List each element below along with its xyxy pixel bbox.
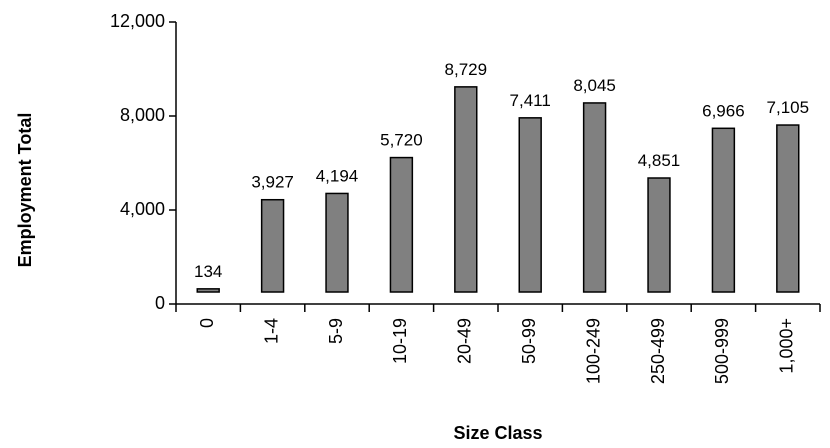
x-tick-label: 250-499 — [648, 318, 668, 384]
x-tick-label: 1-4 — [261, 318, 281, 344]
y-tick-label: 12,000 — [110, 11, 165, 31]
x-tick-label: 50-99 — [519, 318, 539, 364]
y-axis-title: Employment Total — [15, 113, 35, 268]
bar — [711, 127, 736, 293]
data-label: 134 — [194, 262, 222, 281]
x-tick-label: 500-999 — [712, 318, 732, 384]
data-label: 8,045 — [573, 76, 616, 95]
bar — [389, 156, 414, 293]
data-label: 7,105 — [767, 98, 810, 117]
x-tick-label: 5-9 — [326, 318, 346, 344]
bar — [582, 102, 607, 293]
bar — [260, 198, 285, 293]
data-label: 3,927 — [251, 173, 294, 192]
y-tick-label: 8,000 — [120, 105, 165, 125]
data-label: 4,851 — [638, 151, 681, 170]
x-tick-label: 1,000+ — [777, 318, 797, 374]
bar — [325, 192, 349, 293]
bar — [647, 177, 671, 293]
data-label: 5,720 — [380, 131, 423, 150]
bar — [454, 86, 478, 293]
data-label: 8,729 — [445, 60, 488, 79]
data-label: 7,411 — [510, 91, 551, 110]
x-tick-label: 0 — [197, 318, 217, 328]
x-tick-label: 10-19 — [390, 318, 410, 364]
y-tick-label: 0 — [155, 293, 165, 313]
bar — [518, 117, 542, 293]
bar — [776, 124, 800, 293]
x-tick-label: 20-49 — [455, 318, 475, 364]
y-tick-label: 4,000 — [120, 199, 165, 219]
data-label: 6,966 — [702, 101, 745, 120]
x-tick-label: 100-249 — [583, 318, 603, 384]
data-label: 4,194 — [316, 166, 359, 185]
bar — [196, 288, 220, 293]
x-axis-title: Size Class — [453, 423, 542, 443]
